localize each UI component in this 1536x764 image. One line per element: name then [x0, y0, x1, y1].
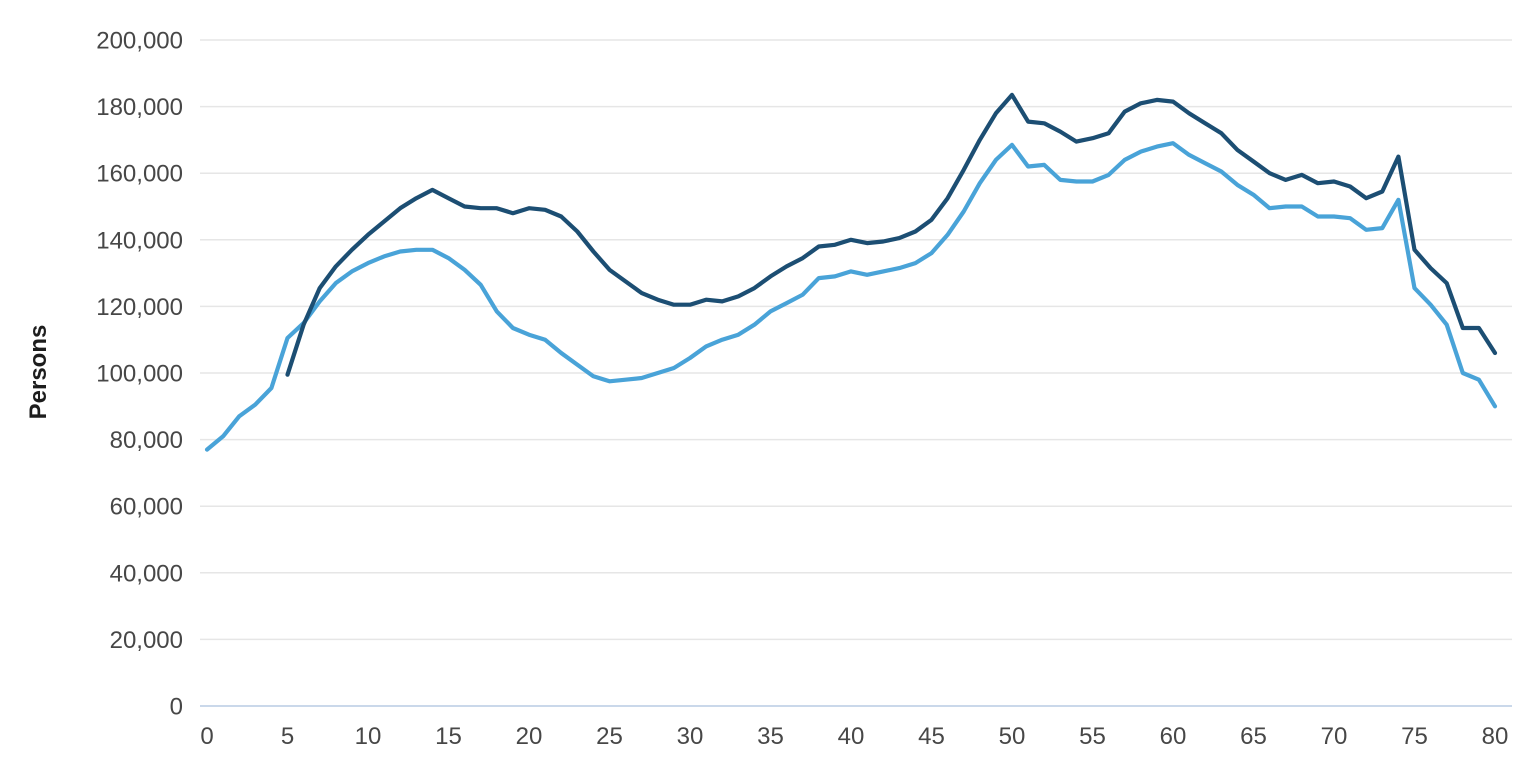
x-tick-label: 70 [1321, 723, 1348, 750]
x-tick-label: 15 [435, 723, 462, 750]
series-group [204, 92, 1498, 452]
y-tick-label: 20,000 [110, 627, 183, 654]
light-blue-series-line [204, 141, 1498, 452]
dark-blue-series-line [285, 92, 1498, 377]
x-tick-label: 65 [1240, 723, 1267, 750]
y-tick-label: 180,000 [96, 94, 183, 121]
y-tick-label: 160,000 [96, 161, 183, 188]
x-tick-label: 55 [1079, 723, 1106, 750]
y-tick-label: 100,000 [96, 361, 183, 388]
y-tick-label: 120,000 [96, 294, 183, 321]
x-tick-label: 20 [516, 723, 543, 750]
y-tick-label: 0 [170, 694, 183, 721]
y-tick-label: 60,000 [110, 494, 183, 521]
x-tick-label: 45 [918, 723, 945, 750]
y-tick-label: 140,000 [96, 227, 183, 254]
x-tick-label: 5 [281, 723, 294, 750]
x-tick-label: 40 [838, 723, 865, 750]
x-tick-label: 30 [677, 723, 704, 750]
x-tick-label: 50 [999, 723, 1026, 750]
x-tick-label: 25 [596, 723, 623, 750]
y-tick-label: 200,000 [96, 28, 183, 55]
x-tick-label: 80 [1482, 723, 1509, 750]
x-tick-label: 10 [355, 723, 382, 750]
y-tick-label: 80,000 [110, 427, 183, 454]
x-tick-label: 75 [1401, 723, 1428, 750]
x-tick-label: 35 [757, 723, 784, 750]
x-axis-tick-labels: 0 5 10 15 20 25 30 35 40 45 50 55 60 65 70 75 80 [200, 723, 1508, 750]
gridlines-group [200, 39, 1512, 707]
x-tick-label: 0 [200, 723, 213, 750]
y-axis-tick-labels: 0 20,000 40,000 60,000 80,000 100,000 120,000 1… [96, 28, 183, 721]
y-tick-label: 40,000 [110, 560, 183, 587]
y-axis-title: Persons [25, 325, 52, 420]
x-tick-label: 60 [1160, 723, 1187, 750]
